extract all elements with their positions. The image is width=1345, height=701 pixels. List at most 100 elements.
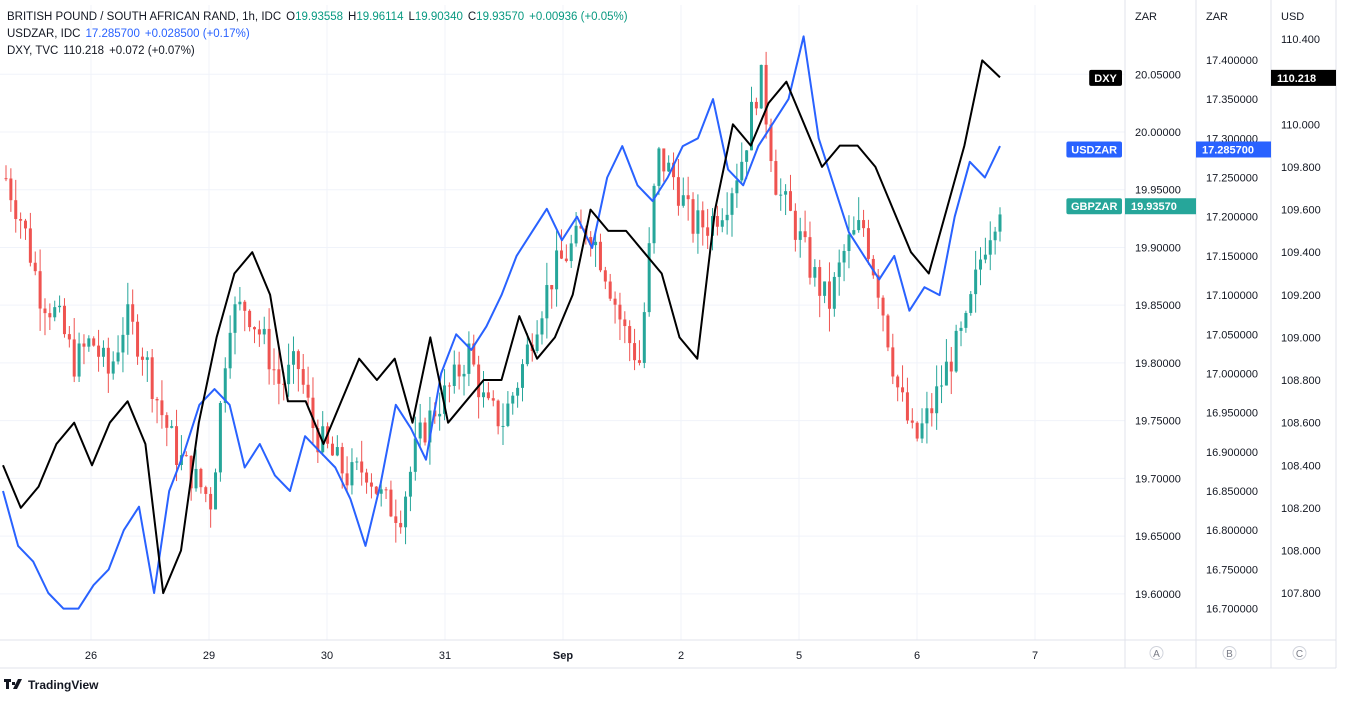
candle-body [477, 364, 481, 398]
candle-body [72, 339, 76, 377]
price-markers: DXY 110.218 USDZAR 17.285700 GBPZAR 19.93570 [1066, 69, 1336, 215]
candle-body [701, 210, 705, 228]
axis-tick-label: 110.000 [1281, 119, 1320, 131]
candle-body [214, 472, 218, 510]
low-label: L [408, 11, 415, 23]
dxy-price-box [1271, 69, 1336, 86]
candle-body [832, 276, 836, 309]
dxy-line [2, 59, 1001, 595]
axis-tick-label: 108.400 [1281, 460, 1321, 472]
close-value: 19.93570 [476, 11, 525, 23]
candle-body [949, 361, 953, 372]
main-symbol-title: BRITISH POUND / SOUTH AFRICAN RAND, 1h, … [7, 11, 282, 23]
candle-body [360, 461, 364, 473]
candle-body [862, 220, 866, 229]
axis-tick-label: 109.000 [1281, 332, 1321, 344]
usdzar-price-box [1196, 141, 1271, 158]
candle-body [116, 352, 120, 362]
candle-body [296, 351, 300, 370]
candle-body [350, 462, 354, 486]
legend-usdzar[interactable]: USDZAR, IDC 17.285700 +0.028500 (+0.17%) [7, 26, 633, 43]
candle-body [613, 298, 617, 305]
candle-body [974, 269, 978, 295]
candle-body [564, 258, 568, 262]
candle-body [145, 357, 149, 360]
candle-body [9, 178, 13, 201]
axis-badge-label: B [1226, 649, 1233, 660]
axis-title: ZAR [1135, 11, 1157, 23]
usdzar-line [2, 35, 1001, 610]
candle-body [486, 392, 490, 399]
candle-body [925, 408, 929, 424]
candle-body [715, 216, 719, 227]
candle-body [33, 262, 37, 272]
open-value: 19.93558 [295, 11, 344, 23]
candle-body [257, 329, 261, 335]
candle-body [418, 422, 422, 439]
candle-body [608, 281, 612, 299]
candle-body [457, 364, 461, 377]
candle-body [525, 344, 529, 365]
candle-body [282, 383, 286, 385]
main-change: +0.00936 (+0.05%) [529, 11, 628, 23]
time-axis-label: Sep [553, 650, 573, 662]
axis-tick-label: 19.95000 [1135, 185, 1181, 197]
candle-body [745, 150, 749, 162]
legend-dxy[interactable]: DXY, TVC 110.218 +0.072 (+0.07%) [7, 43, 633, 60]
candle-body [14, 200, 18, 220]
candle-body [379, 489, 383, 494]
candle-body [827, 281, 831, 309]
candle-body [954, 330, 958, 372]
candle-body [58, 305, 62, 308]
axis-tick-label: 17.000000 [1206, 368, 1258, 380]
candle-body [131, 304, 135, 322]
axis-tick-label: 17.350000 [1206, 94, 1258, 106]
candle-body [306, 384, 310, 398]
axis-badge-circle [1222, 646, 1237, 660]
candle-body [77, 343, 81, 377]
candle-body [740, 161, 744, 181]
candle-body [384, 489, 388, 491]
candle-body [491, 398, 495, 401]
candle-body [589, 237, 593, 246]
candle-body [842, 250, 846, 263]
candle-body [569, 243, 573, 262]
candle-body [720, 220, 724, 227]
axis-tick-label: 109.600 [1281, 205, 1321, 217]
candle-body [291, 351, 295, 365]
legend-main[interactable]: BRITISH POUND / SOUTH AFRICAN RAND, 1h, … [7, 9, 633, 26]
close-label: C [467, 11, 477, 23]
candle-body [496, 400, 500, 427]
time-axis-label: 5 [796, 650, 802, 662]
candle-body [681, 195, 685, 206]
usdzar-tag [1066, 141, 1122, 158]
tradingview-logo[interactable]: TradingView [4, 678, 98, 692]
usdzar-tag-label: USDZAR [1071, 144, 1117, 156]
axis-tick-label: 17.200000 [1206, 212, 1258, 224]
candle-body [389, 489, 393, 517]
axis-tick-label: 16.900000 [1206, 447, 1258, 459]
candle-body [204, 487, 208, 494]
gbpzar-candles [4, 51, 1002, 545]
axis-tick-label: 16.700000 [1206, 604, 1258, 616]
candle-body [194, 468, 198, 489]
candle-body [136, 321, 140, 357]
axis-tick-label: 16.950000 [1206, 408, 1258, 420]
candle-body [443, 385, 447, 414]
candle-body [369, 482, 373, 487]
dxy-tag-label: DXY [1094, 73, 1117, 85]
candle-body [837, 262, 841, 277]
candle-body [647, 243, 651, 313]
candle-body [165, 415, 169, 428]
candle-body [345, 473, 349, 486]
candle-body [803, 231, 807, 238]
candle-body [19, 219, 23, 221]
gbpzar-tag-label: GBPZAR [1071, 201, 1118, 213]
candle-body [623, 319, 627, 327]
candle-body [618, 304, 622, 320]
axis-tick-label: 108.600 [1281, 418, 1321, 430]
axis-tick-label: 20.05000 [1135, 69, 1181, 81]
candle-body [140, 356, 144, 360]
candle-body [111, 361, 115, 374]
